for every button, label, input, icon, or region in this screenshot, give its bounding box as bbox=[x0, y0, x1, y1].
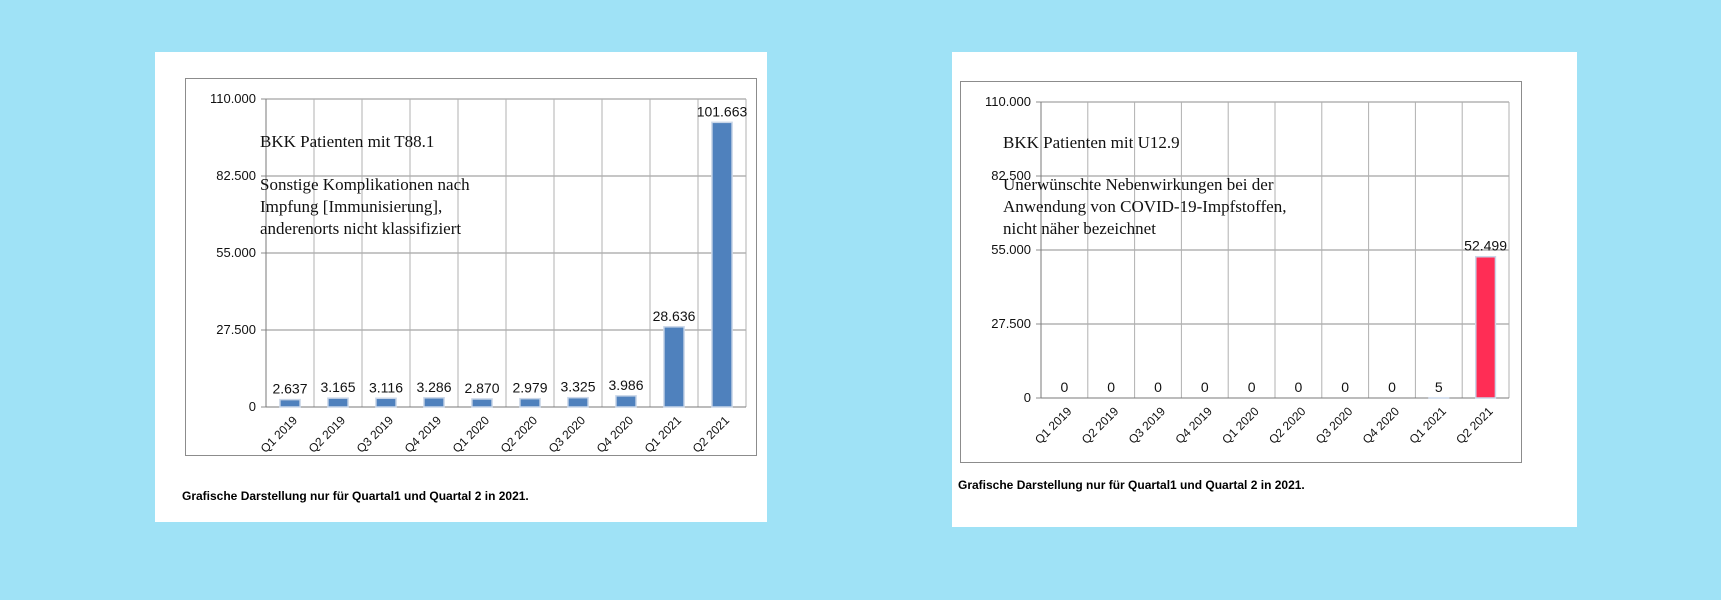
bar bbox=[375, 397, 397, 408]
data-label: 2.979 bbox=[512, 380, 547, 396]
x-tick-label: Q2 2021 bbox=[1453, 404, 1496, 447]
data-label: 0 bbox=[1295, 379, 1303, 395]
data-label: 5 bbox=[1435, 379, 1443, 395]
data-label: 2.870 bbox=[464, 380, 499, 396]
y-tick-label: 110.000 bbox=[985, 94, 1031, 109]
data-label: 0 bbox=[1154, 379, 1162, 395]
bar bbox=[711, 121, 733, 408]
y-tick-label: 55.000 bbox=[216, 245, 256, 260]
chart-title: BKK Patienten mit T88.1 bbox=[260, 132, 435, 151]
bar bbox=[519, 397, 541, 408]
x-tick-label: Q2 2021 bbox=[690, 413, 733, 455]
chart-frame: 0 27.500 55.000 82.500 110.000 2.637 Q1 2019 3.… bbox=[185, 78, 757, 456]
x-tick-label: Q2 2020 bbox=[498, 413, 541, 455]
x-tick-label: Q4 2019 bbox=[402, 413, 445, 455]
y-tick-label: 55.000 bbox=[991, 242, 1031, 257]
bar bbox=[423, 397, 445, 408]
x-tick-label: Q3 2019 bbox=[354, 413, 397, 455]
x-tick-label: Q3 2019 bbox=[1126, 404, 1169, 447]
chart-subtitle-line: Unerwünschte Nebenwirkungen bei der bbox=[1003, 175, 1274, 194]
chart-subtitle: Sonstige Komplikationen nach Impfung [Im… bbox=[260, 174, 590, 240]
x-tick-label: Q1 2019 bbox=[258, 413, 301, 455]
chart-subtitle-line: Sonstige Komplikationen nach bbox=[260, 175, 470, 194]
x-tick-label: Q2 2019 bbox=[1079, 404, 1122, 447]
data-label: 0 bbox=[1248, 379, 1256, 395]
x-tick-label: Q4 2020 bbox=[594, 413, 637, 455]
y-tick-label: 27.500 bbox=[991, 316, 1031, 331]
chart-caption: Grafische Darstellung nur für Quartal1 u… bbox=[958, 478, 1305, 492]
bar bbox=[471, 398, 493, 408]
y-tick-label: 82.500 bbox=[216, 168, 256, 183]
x-tick-label: Q1 2020 bbox=[1219, 404, 1262, 447]
bar bbox=[615, 395, 637, 408]
chart-title: BKK Patienten mit U12.9 bbox=[1003, 133, 1180, 152]
x-tick-label: Q4 2020 bbox=[1360, 404, 1403, 447]
x-tick-label: Q1 2021 bbox=[642, 413, 685, 455]
chart-subtitle-line: anderenorts nicht klassifiziert bbox=[260, 219, 462, 239]
bar bbox=[1475, 255, 1497, 399]
data-label: 0 bbox=[1107, 379, 1115, 395]
data-label: 0 bbox=[1201, 379, 1209, 395]
bar bbox=[663, 326, 685, 408]
data-label: 3.986 bbox=[608, 377, 643, 393]
x-tick-label: Q2 2020 bbox=[1266, 404, 1309, 447]
data-label: 0 bbox=[1061, 379, 1069, 395]
bar-chart-t88: 0 27.500 55.000 82.500 110.000 2.637 Q1 2019 3.… bbox=[210, 91, 748, 455]
chart-card-u12: 0 27.500 55.000 82.500 110.000 0 Q1 2019 0 Q2 20… bbox=[952, 52, 1577, 527]
y-tick-label: 27.500 bbox=[216, 322, 256, 337]
data-label: 3.165 bbox=[320, 379, 355, 395]
y-tick-label: 110.000 bbox=[210, 91, 256, 106]
data-label: 3.286 bbox=[416, 379, 451, 395]
chart-caption: Grafische Darstellung nur für Quartal1 u… bbox=[182, 489, 529, 503]
x-tick-label: Q2 2019 bbox=[306, 413, 349, 455]
x-tick-label: Q1 2019 bbox=[1032, 404, 1075, 447]
data-label: 28.636 bbox=[653, 308, 696, 324]
bar bbox=[279, 398, 301, 408]
chart-subtitle-line: nicht näher bezeichnet bbox=[1003, 219, 1156, 239]
chart-subtitle-line: Impfung [Immunisierung], bbox=[260, 197, 443, 217]
chart-card-t88: 0 27.500 55.000 82.500 110.000 2.637 Q1 2019 3.… bbox=[155, 52, 767, 522]
data-label: 2.637 bbox=[272, 381, 307, 397]
data-label: 101.663 bbox=[697, 103, 748, 119]
y-tick-label: 0 bbox=[1024, 390, 1031, 405]
bar bbox=[327, 397, 349, 408]
data-label: 0 bbox=[1341, 379, 1349, 395]
x-tick-label: Q4 2019 bbox=[1172, 404, 1215, 447]
data-label: 0 bbox=[1388, 379, 1396, 395]
data-label: 52.499 bbox=[1464, 238, 1507, 254]
x-tick-label: Q1 2020 bbox=[450, 413, 493, 455]
chart-subtitle: Unerwünschte Nebenwirkungen bei der Anwe… bbox=[1003, 174, 1333, 240]
bar bbox=[567, 396, 589, 408]
y-tick-label: 82.500 bbox=[991, 168, 1031, 183]
data-label: 3.116 bbox=[369, 379, 403, 395]
x-tick-label: Q3 2020 bbox=[1313, 404, 1356, 447]
y-tick-label: 0 bbox=[249, 399, 256, 414]
data-label: 3.325 bbox=[560, 379, 595, 395]
chart-frame: 0 27.500 55.000 82.500 110.000 0 Q1 2019 0 Q2 20… bbox=[960, 81, 1522, 463]
x-tick-label: Q3 2020 bbox=[546, 413, 589, 455]
x-tick-label: Q1 2021 bbox=[1406, 404, 1449, 447]
chart-subtitle-line: Anwendung von COVID-19-Impfstoffen, bbox=[1003, 197, 1287, 217]
